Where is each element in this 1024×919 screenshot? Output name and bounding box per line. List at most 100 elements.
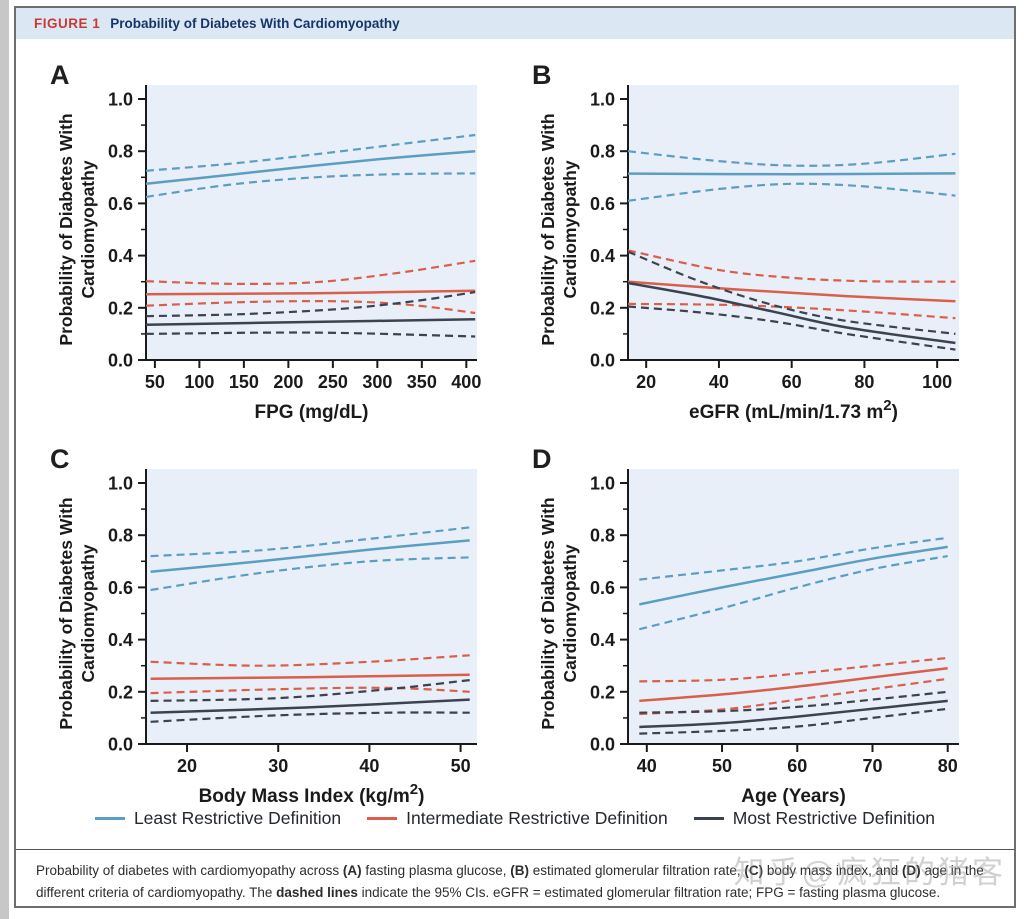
least-estimate-line (639, 545, 948, 606)
page-left-edge (0, 0, 9, 919)
least-ci-upper-line (145, 133, 476, 172)
x-axis-label: Age (Years) (741, 786, 846, 807)
y-tick-label: 0.0 (108, 735, 133, 755)
most-ci-upper-line (627, 250, 956, 335)
x-tick-label: 80 (938, 756, 958, 776)
panel-b-svg: B 0.0 0.2 0.4 0.6 0.8 1.0 20 40 60 80 100 eGFR (mL/m… (532, 60, 959, 423)
caption-segment: age in the different criteria of cardiom… (36, 863, 984, 900)
x-tick-label: 50 (145, 372, 165, 392)
figure-card: FIGURE 1 Probability of Diabetes With Ca… (14, 6, 1016, 908)
most-ci-lower-line (639, 707, 948, 735)
most-ci-lower-line (150, 711, 470, 723)
figure-header: FIGURE 1 Probability of Diabetes With Ca… (16, 8, 1014, 39)
x-tick-label: 60 (787, 756, 807, 776)
most-estimate-line (150, 698, 470, 714)
least-ci-upper-line (639, 536, 948, 581)
intermediate-ci-upper-line (150, 654, 470, 667)
legend-line-swatch (94, 817, 125, 820)
least-ci-lower-line (639, 555, 948, 631)
least-estimate-line (627, 172, 956, 176)
most-ci-lower-line (627, 305, 956, 351)
y-axis-label-line: Probability of Diabetes With (56, 113, 76, 345)
least-ci-lower-line (627, 182, 956, 202)
y-tick-label: 0.6 (108, 578, 133, 598)
y-tick-label: 0.8 (590, 526, 615, 546)
plot-background (628, 469, 959, 744)
intermediate-estimate-line (639, 667, 948, 703)
x-axis-label: FPG (mg/dL) (255, 402, 369, 423)
legend-label: Most Restrictive Definition (732, 808, 936, 828)
least-ci-upper-line (627, 150, 956, 167)
intermediate-ci-lower-line (639, 677, 948, 716)
x-tick-label: 40 (359, 756, 379, 776)
y-axis-label-line: Probability of Diabetes With (56, 497, 76, 729)
caption-segment: Probability of diabetes with cardiomyopa… (36, 863, 343, 878)
panel-c-svg: C 0.0 0.2 0.4 0.6 0.8 1.0 20 30 40 50 Body Mass Ind… (50, 444, 477, 807)
legend-label: Least Restrictive Definition (133, 808, 342, 828)
panel-a-svg: A 0.0 0.2 0.4 0.6 0.8 1.0 50 100 150 200 250 300 350 4… (50, 60, 481, 423)
x-tick-label: 60 (782, 372, 802, 392)
x-tick-label: 300 (362, 372, 392, 392)
least-ci-lower-line (150, 556, 470, 592)
x-tick-label: 50 (451, 756, 471, 776)
x-tick-label: 100 (922, 372, 952, 392)
panel-letter: D (532, 444, 552, 474)
caption-segment: indicate the 95% CIs. eGFR = estimated g… (357, 884, 941, 900)
most-ci-lower-line (145, 331, 476, 338)
legend-line-swatch (367, 817, 398, 820)
panel-b-chart: B 0.0 0.2 0.4 0.6 0.8 1.0 20 40 60 80 100 eGFR (mL/m… (514, 48, 990, 438)
legend-item-most: Most Restrictive Definition (693, 808, 936, 829)
most-estimate-line (627, 281, 956, 345)
intermediate-estimate-line (150, 673, 470, 681)
least-ci-upper-line (150, 526, 470, 558)
x-tick-label: 50 (712, 756, 732, 776)
y-tick-label: 0.6 (108, 194, 133, 214)
x-tick-label: 40 (709, 372, 729, 392)
caption-bold-segment: (B) (510, 863, 529, 878)
caption-bold-segment: (D) (901, 863, 921, 878)
intermediate-ci-upper-line (627, 249, 956, 283)
most-estimate-line (639, 699, 948, 729)
plot-background (146, 85, 477, 360)
y-tick-label: 1.0 (590, 90, 615, 110)
y-tick-label: 0.4 (108, 630, 133, 650)
x-tick-label: 70 (862, 756, 882, 776)
y-tick-label: 0.8 (590, 142, 615, 162)
plot-background (146, 469, 477, 744)
figure-number-label: FIGURE 1 (34, 16, 101, 31)
legend-item-intermediate: Intermediate Restrictive Definition (367, 808, 668, 829)
y-axis-label-line: Probability of Diabetes With (538, 497, 558, 729)
least-estimate-line (150, 539, 470, 573)
y-axis-label-line: Cardiomyopathy (78, 160, 98, 298)
x-tick-label: 20 (636, 372, 656, 392)
y-tick-label: 0.2 (590, 298, 615, 318)
figure-title: Probability of Diabetes With Cardiomyopa… (110, 16, 400, 31)
y-tick-label: 0.2 (108, 682, 133, 702)
caption-bold-segment: (A) (342, 863, 362, 878)
y-tick-label: 0.4 (590, 630, 615, 650)
intermediate-ci-upper-line (639, 656, 948, 683)
x-tick-label: 100 (184, 372, 214, 392)
y-tick-label: 0.4 (590, 246, 615, 266)
x-tick-label: 250 (318, 372, 348, 392)
intermediate-ci-lower-line (627, 302, 956, 320)
x-tick-label: 200 (273, 372, 303, 392)
most-ci-upper-line (150, 679, 470, 702)
plot-background (628, 85, 959, 360)
y-axis-label-line: Cardiomyopathy (78, 544, 98, 682)
y-tick-label: 0.2 (590, 682, 615, 702)
y-tick-label: 0.0 (108, 351, 133, 371)
intermediate-ci-lower-line (145, 300, 476, 315)
caption-segment: fasting plasma glucose, (361, 863, 511, 878)
x-axis-label: eGFR (mL/min/1.73 m2) (689, 397, 898, 423)
chart-legend: Least Restrictive Definition Intermediate… (16, 808, 1014, 829)
caption-bold-segment: (C) (744, 863, 764, 878)
caption-segment: estimated glomerular filtration rate, (529, 863, 745, 878)
legend-line-swatch (693, 817, 724, 820)
panel-d-chart: D 0.0 0.2 0.4 0.6 0.8 1.0 40 50 60 70 80 Age (Years)… (514, 432, 990, 822)
y-tick-label: 0.0 (590, 735, 615, 755)
figure-caption: Probability of diabetes with cardiomyopa… (16, 849, 1014, 906)
x-tick-label: 20 (177, 756, 197, 776)
caption-bold-segment: dashed lines (276, 884, 358, 900)
